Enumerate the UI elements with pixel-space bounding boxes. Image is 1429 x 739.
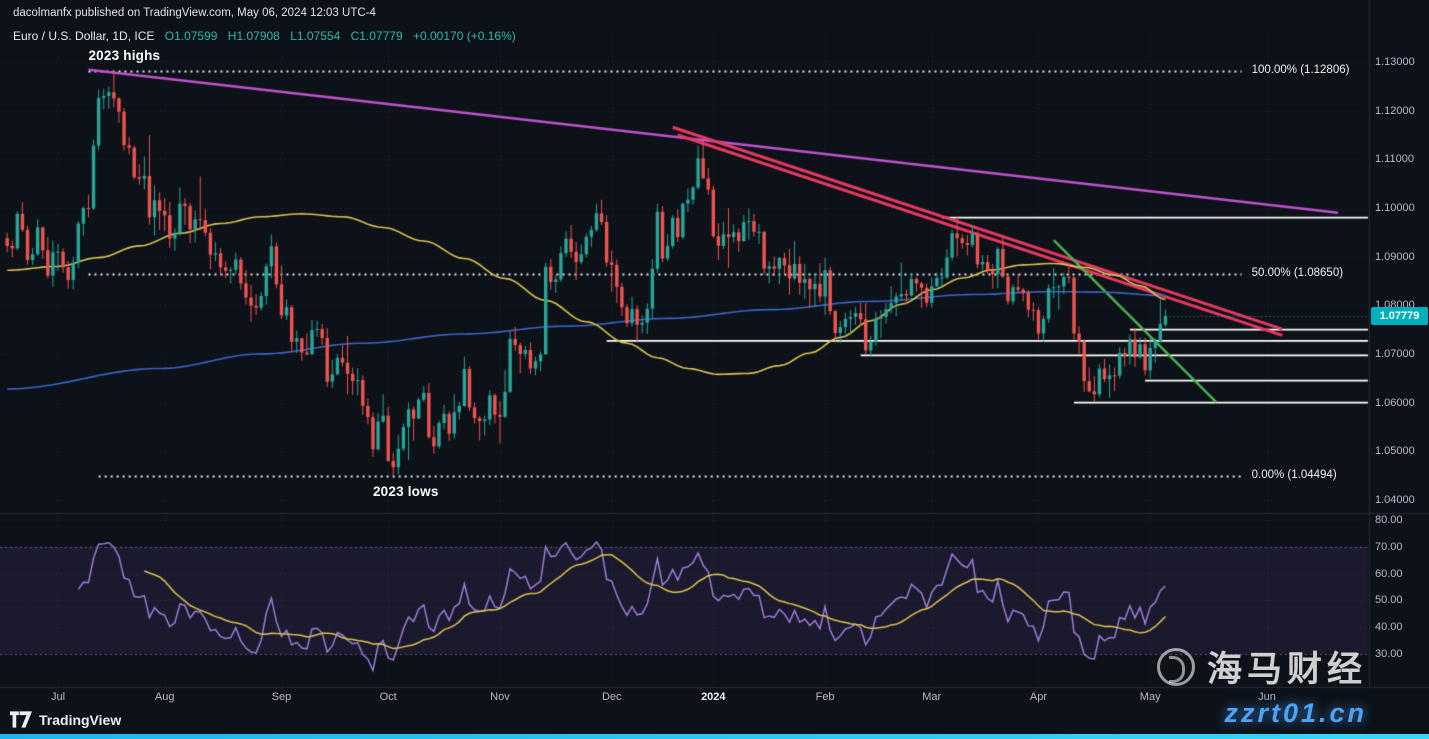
legend-high-value: H1.07908 bbox=[227, 29, 280, 43]
watermark-brand-text: 海马财经 bbox=[1206, 650, 1367, 689]
watermark-domain: zzrt01.cn bbox=[1224, 698, 1367, 728]
last-price-badge: 1.07779 bbox=[1371, 307, 1428, 326]
legend-low-value: L1.07554 bbox=[290, 29, 341, 43]
symbol-title[interactable]: Euro / U.S. Dollar, 1D, ICE bbox=[13, 29, 155, 43]
symbol-legend: Euro / U.S. Dollar, 1D, ICE O1.07599 H1.… bbox=[13, 29, 516, 43]
bottom-accent-strip bbox=[0, 734, 1429, 739]
watermark-logo-icon bbox=[1156, 647, 1195, 686]
watermark-brand: 海马财经 bbox=[1156, 641, 1367, 692]
tradingview-brand-text: TradingView bbox=[39, 711, 122, 728]
attribution-text: dacolmanfx published on TradingView.com,… bbox=[13, 7, 376, 19]
last-price-value: 1.07779 bbox=[1379, 310, 1420, 323]
legend-close-value: C1.07779 bbox=[350, 29, 403, 43]
legend-change-value: +0.00170 (+0.16%) bbox=[412, 29, 516, 43]
tradingview-branding[interactable]: TradingView bbox=[10, 711, 121, 728]
price-axis[interactable] bbox=[1370, 0, 1429, 687]
legend-open-value: O1.07599 bbox=[164, 29, 218, 43]
tradingview-logo-icon bbox=[10, 711, 32, 728]
